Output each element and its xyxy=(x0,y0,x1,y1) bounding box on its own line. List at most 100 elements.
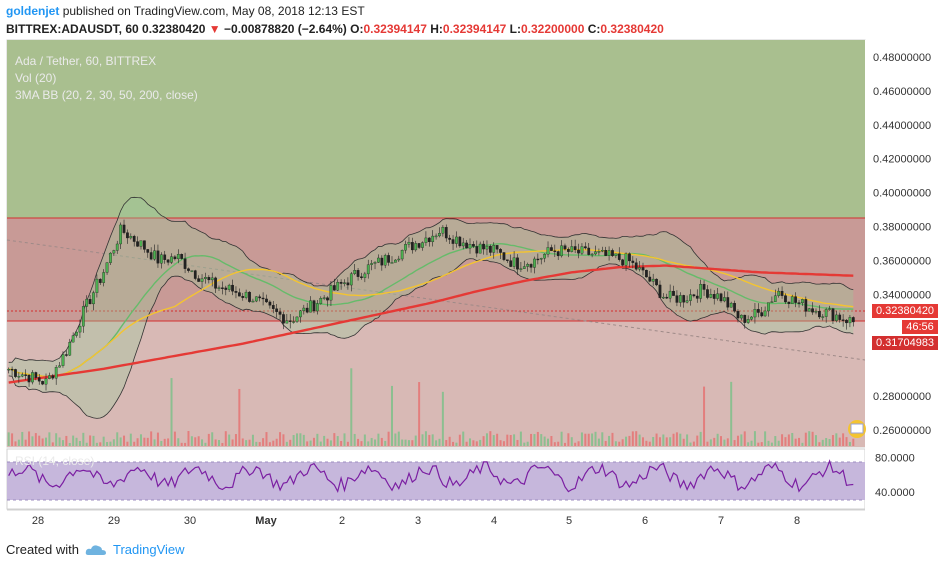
candle-body xyxy=(197,278,200,282)
volume-bar xyxy=(720,436,723,446)
candle-body xyxy=(845,319,848,324)
candle-body xyxy=(580,246,584,254)
volume-bar xyxy=(384,440,387,446)
candle-body xyxy=(146,249,150,253)
volume-bar xyxy=(625,436,628,446)
candle-body xyxy=(502,252,506,260)
volume-bar xyxy=(489,431,492,446)
candle-body xyxy=(577,249,580,254)
close-value: 0.32380420 xyxy=(600,22,664,36)
volume-bar xyxy=(109,441,112,446)
volume-bar xyxy=(516,439,519,446)
countdown-label: 46:56 xyxy=(902,320,938,334)
chart-title[interactable]: Ada / Tether, 60, BITTREX xyxy=(15,54,157,68)
volume-bar xyxy=(187,431,190,446)
volume-bar xyxy=(397,431,400,446)
volume-bar xyxy=(214,439,217,446)
candle-body xyxy=(478,243,482,254)
volume-bar xyxy=(302,434,305,446)
candle-body xyxy=(685,300,689,303)
tradingview-link[interactable]: TradingView xyxy=(112,542,185,557)
volume-bar xyxy=(136,438,139,446)
candle-body xyxy=(638,267,641,270)
volume-bar xyxy=(814,435,817,446)
volume-bar xyxy=(21,431,24,446)
candle-body xyxy=(339,281,343,284)
time-tick-label: 30 xyxy=(184,515,196,527)
candle-body xyxy=(183,258,187,269)
symbol-label[interactable]: BITTREX:ADAUSDT, 60 xyxy=(6,22,139,36)
volume-bar xyxy=(194,437,197,446)
candle-body xyxy=(105,262,109,273)
high-value: 0.32394147 xyxy=(442,22,507,36)
candle-body xyxy=(536,258,540,261)
volume-bar xyxy=(163,438,166,446)
volume-bar xyxy=(580,432,583,446)
volume-bar xyxy=(411,440,414,446)
candle-body xyxy=(590,253,594,256)
candle-body xyxy=(346,282,350,286)
candle-body xyxy=(573,246,577,251)
candle-body xyxy=(841,319,845,321)
moving-averages xyxy=(8,242,854,384)
volume-bar xyxy=(709,439,712,446)
candle-body xyxy=(634,262,638,270)
candle-body xyxy=(814,311,818,313)
volume-bar xyxy=(414,435,417,446)
candle-body xyxy=(78,325,82,333)
candle-body xyxy=(149,252,153,260)
volume-bar xyxy=(394,433,397,446)
candle-body xyxy=(48,375,51,379)
candle-body xyxy=(214,277,217,289)
volume-bar xyxy=(611,432,614,446)
candle-body xyxy=(550,247,553,251)
candle-body xyxy=(102,272,106,283)
candle-body xyxy=(258,296,262,299)
volume-bar xyxy=(390,385,393,446)
candle-body xyxy=(136,241,139,247)
volume-bar xyxy=(726,438,729,446)
trend-line[interactable] xyxy=(6,239,866,361)
volume-bar xyxy=(357,438,360,446)
volume-bar xyxy=(231,439,234,446)
volume-indicator-label[interactable]: Vol (20) xyxy=(15,71,57,85)
volume-bar xyxy=(211,432,214,446)
candle-body xyxy=(828,308,831,310)
candle-body xyxy=(14,369,17,377)
candle-body xyxy=(305,307,309,313)
rsi-indicator-label[interactable]: RSI (14, close) xyxy=(15,454,95,468)
candle-body xyxy=(455,236,458,244)
candle-body xyxy=(834,314,838,321)
volume-bar xyxy=(818,442,821,446)
volume-bar xyxy=(557,441,560,446)
candle-body xyxy=(397,258,401,261)
volume-bar xyxy=(733,440,736,446)
volume-bar xyxy=(418,382,421,446)
candle-body xyxy=(773,295,777,302)
volume-bar xyxy=(31,436,34,446)
volume-bar xyxy=(506,434,509,446)
candle-body xyxy=(37,377,41,382)
candle-body xyxy=(271,305,275,309)
bb-indicator-label[interactable]: 3MA BB (20, 2, 30, 50, 200, close) xyxy=(15,88,198,102)
candle-body xyxy=(241,295,245,298)
candle-body xyxy=(404,244,407,251)
candle-body xyxy=(838,314,842,320)
time-axis[interactable] xyxy=(7,510,865,530)
volume-bar xyxy=(594,431,597,446)
volume-bar xyxy=(112,439,115,446)
candle-body xyxy=(427,237,431,243)
candle-body xyxy=(438,233,441,237)
candle-body xyxy=(156,250,160,264)
ma200-line xyxy=(8,264,854,384)
candle-body xyxy=(543,254,546,259)
volume-bar xyxy=(7,432,10,446)
candle-body xyxy=(319,298,323,304)
price-axis[interactable] xyxy=(865,40,943,510)
volume-bar xyxy=(621,439,624,446)
candle-body xyxy=(740,314,743,319)
volume-bar xyxy=(808,431,811,446)
volume-bar xyxy=(201,439,204,446)
author-link[interactable]: goldenjet xyxy=(6,4,60,18)
